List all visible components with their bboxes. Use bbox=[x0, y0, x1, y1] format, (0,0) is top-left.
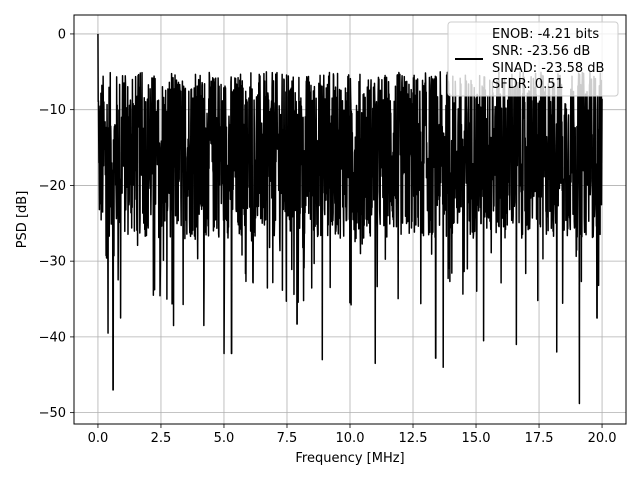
series-group bbox=[97, 33, 603, 405]
x-tick-label: 15.0 bbox=[462, 431, 491, 446]
y-tick-label: −40 bbox=[39, 330, 66, 345]
x-tick-label: 20.0 bbox=[588, 431, 617, 446]
x-tick-label: 2.5 bbox=[151, 431, 172, 446]
x-axis-label: Frequency [MHz] bbox=[295, 451, 404, 466]
x-tick-label: 0.0 bbox=[88, 431, 109, 446]
y-tick-label: −20 bbox=[39, 179, 66, 194]
y-tick-label: −50 bbox=[39, 406, 66, 421]
x-axis-ticks: 0.0 2.5 5.0 7.5 10.0 12.5 15.0 17.5 20.0 bbox=[88, 424, 617, 446]
legend-text-sfdr: SFDR: 0.51 bbox=[492, 77, 564, 92]
y-tick-label: 0 bbox=[58, 27, 66, 42]
legend-text-enob: ENOB: -4.21 bits bbox=[492, 27, 599, 42]
y-tick-label: −10 bbox=[39, 103, 66, 118]
y-axis-ticks: 0 −10 −20 −30 −40 −50 bbox=[39, 27, 74, 421]
psd-series-line bbox=[97, 33, 603, 405]
y-axis-label: PSD [dB] bbox=[15, 191, 30, 249]
x-tick-label: 12.5 bbox=[399, 431, 428, 446]
legend: ENOB: -4.21 bits SNR: -23.56 dB SINAD: -… bbox=[447, 21, 619, 97]
x-tick-label: 5.0 bbox=[214, 431, 235, 446]
x-tick-label: 7.5 bbox=[277, 431, 298, 446]
x-tick-label: 10.0 bbox=[336, 431, 365, 446]
x-tick-label: 17.5 bbox=[525, 431, 554, 446]
legend-box bbox=[447, 21, 619, 97]
y-tick-label: −30 bbox=[39, 255, 66, 270]
legend-text-snr: SNR: -23.56 dB bbox=[492, 44, 590, 59]
legend-text-sinad: SINAD: -23.58 dB bbox=[492, 61, 604, 76]
